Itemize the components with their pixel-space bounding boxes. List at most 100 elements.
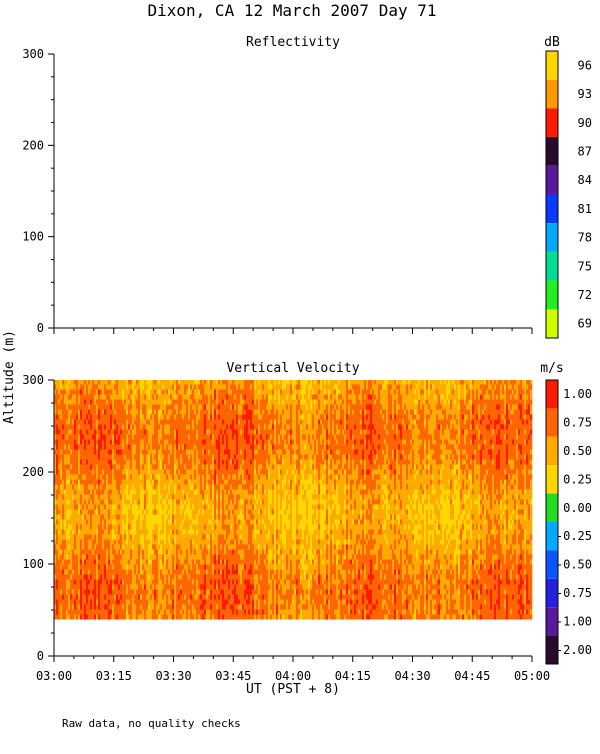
heatmap-cell [204,584,206,589]
heatmap-cell [170,380,172,385]
heatmap-cell [186,554,188,559]
heatmap-cell [66,539,68,544]
heatmap-cell [68,594,70,599]
heatmap-cell [222,484,224,489]
heatmap-cell [238,449,240,454]
heatmap-cell [198,434,200,439]
heatmap-cell [150,409,152,414]
heatmap-cell [146,449,148,454]
heatmap-cell [208,609,210,614]
heatmap-cell [182,444,184,449]
heatmap-cell [182,499,184,504]
heatmap-cell [252,569,254,574]
heatmap-cell [204,554,206,559]
heatmap-cell [124,459,126,464]
heatmap-cell [248,604,250,609]
heatmap-cell [86,524,88,529]
heatmap-cell [98,389,100,394]
heatmap-cell [188,519,190,524]
heatmap-cell [70,544,72,549]
heatmap-cell [116,444,118,449]
heatmap-cell [200,444,202,449]
heatmap-cell [62,574,64,579]
heatmap-cell [192,524,194,529]
heatmap-cell [216,554,218,559]
heatmap-cell [242,380,244,385]
heatmap-cell [158,584,160,589]
heatmap-cell [196,534,198,539]
heatmap-cell [164,484,166,489]
heatmap-cell [136,579,138,584]
heatmap-cell [162,544,164,549]
heatmap-cell [130,439,132,444]
heatmap-cell [86,529,88,534]
heatmap-cell [130,419,132,424]
heatmap-cell [228,399,230,404]
heatmap-cell [212,594,214,599]
heatmap-cell [218,389,220,394]
heatmap-cell [242,559,244,564]
heatmap-cell [208,499,210,504]
heatmap-cell [204,459,206,464]
heatmap-cell [142,389,144,394]
heatmap-cell [88,464,90,469]
heatmap-cell [222,524,224,529]
heatmap-cell [202,454,204,459]
heatmap-cell [204,589,206,594]
heatmap-cell [130,509,132,514]
heatmap-cell [210,589,212,594]
heatmap-cell [164,384,166,389]
heatmap-cell [80,454,82,459]
heatmap-cell [182,389,184,394]
heatmap-cell [194,449,196,454]
heatmap-cell [116,434,118,439]
heatmap-cell [196,394,198,399]
heatmap-cell [248,404,250,409]
heatmap-cell [90,494,92,499]
heatmap-cell [148,534,150,539]
heatmap-cell [244,579,246,584]
heatmap-cell [164,389,166,394]
heatmap-cell [228,539,230,544]
heatmap-cell [74,579,76,584]
heatmap-cell [254,544,256,549]
heatmap-cell [116,554,118,559]
heatmap-cell [122,569,124,574]
heatmap-cell [64,409,66,414]
heatmap-cell [250,519,252,524]
heatmap-cell [98,454,100,459]
heatmap-cell [64,414,66,419]
heatmap-cell [238,604,240,609]
heatmap-cell [200,589,202,594]
heatmap-cell [134,389,136,394]
heatmap-cell [244,559,246,564]
heatmap-cell [90,439,92,444]
heatmap-cell [62,514,64,519]
heatmap-cell [90,424,92,429]
heatmap-cell [214,554,216,559]
heatmap-cell [56,399,58,404]
heatmap-cell [74,589,76,594]
heatmap-cell [174,529,176,534]
heatmap-cell [76,380,78,385]
heatmap-cell [158,509,160,514]
heatmap-cell [192,604,194,609]
heatmap-cell [84,444,86,449]
heatmap-cell [152,569,154,574]
heatmap-cell [200,454,202,459]
heatmap-cell [216,574,218,579]
heatmap-cell [184,524,186,529]
heatmap-cell [236,539,238,544]
heatmap-cell [58,479,60,484]
heatmap-cell [244,454,246,459]
heatmap-cell [112,384,114,389]
heatmap-cell [212,429,214,434]
heatmap-cell [124,439,126,444]
heatmap-cell [214,499,216,504]
heatmap-cell [122,519,124,524]
heatmap-cell [204,439,206,444]
heatmap-cell [208,469,210,474]
heatmap-cell [180,449,182,454]
heatmap-cell [178,474,180,479]
heatmap-cell [112,529,114,534]
